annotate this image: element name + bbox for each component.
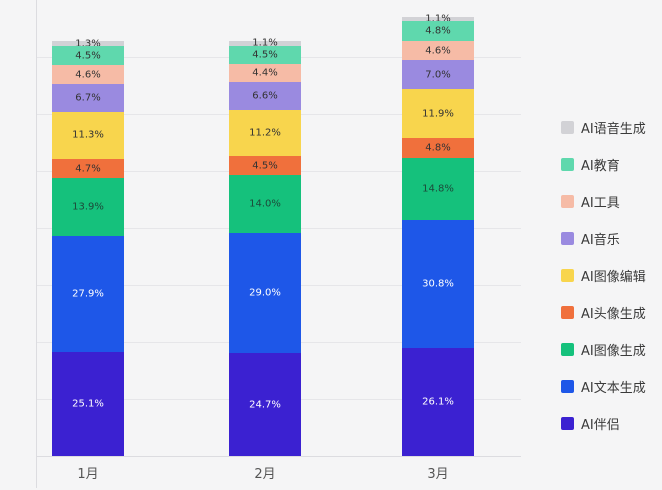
segment-value-label: 26.1% xyxy=(422,396,454,408)
bar-segment[interactable]: 14.0% xyxy=(229,175,301,234)
legend-swatch xyxy=(561,232,574,245)
bar-segment[interactable]: 29.0% xyxy=(229,233,301,354)
legend-label: AI图像编辑 xyxy=(581,270,646,285)
segment-value-label: 11.3% xyxy=(72,129,104,141)
stacked-bar: 1.1% 4.8% 4.6% 7.0% 11.9% 4.8% 14.8% 30.8% 26.1% xyxy=(402,13,474,456)
segment-value-label: 27.9% xyxy=(72,288,104,300)
segment-value-label: 7.0% xyxy=(425,69,451,81)
legend-label: AI教育 xyxy=(581,159,620,174)
bar-segment[interactable]: 4.5% xyxy=(229,45,301,65)
bar-segment[interactable]: 4.8% xyxy=(402,138,474,159)
segment-value-label: 6.6% xyxy=(252,90,278,102)
bar-segment[interactable]: 4.5% xyxy=(52,46,124,66)
bar-segment[interactable]: 6.6% xyxy=(229,82,301,110)
legend-label: AI图像生成 xyxy=(581,344,646,359)
legend-label: AI工具 xyxy=(581,196,620,211)
segment-value-label: 24.7% xyxy=(249,399,281,411)
legend-swatch xyxy=(561,417,574,430)
segment-value-label: 4.8% xyxy=(425,25,451,37)
legend-label: AI语音生成 xyxy=(581,122,646,137)
segment-value-label: 4.7% xyxy=(75,163,101,175)
legend-swatch xyxy=(561,121,574,134)
bar-segment[interactable]: 24.7% xyxy=(229,353,301,456)
legend-item[interactable]: AI工具 xyxy=(561,192,646,211)
segment-value-label: 4.6% xyxy=(75,69,101,81)
y-axis-line xyxy=(36,0,37,488)
legend-swatch xyxy=(561,158,574,171)
bar-segment[interactable]: 11.2% xyxy=(229,109,301,157)
segment-value-label: 4.4% xyxy=(252,67,278,79)
segment-value-label: 4.5% xyxy=(252,49,278,61)
segment-value-label: 14.8% xyxy=(422,183,454,195)
stacked-bar: 1.3% 4.5% 4.6% 6.7% 11.3% 4.7% 13.9% 27.9% 25.1% xyxy=(52,38,124,456)
gridline xyxy=(37,456,521,457)
bar-segment[interactable]: 6.7% xyxy=(52,84,124,112)
segment-value-label: 11.9% xyxy=(422,108,454,120)
bar-segment[interactable]: 4.7% xyxy=(52,158,124,179)
segment-value-label: 13.9% xyxy=(72,201,104,213)
bar-segment[interactable]: 4.4% xyxy=(229,64,301,83)
legend-item[interactable]: AI伴侣 xyxy=(561,414,646,433)
bar-segment[interactable]: 11.9% xyxy=(402,89,474,139)
bar-segment[interactable]: 30.8% xyxy=(402,219,474,348)
legend-label: AI音乐 xyxy=(581,233,620,248)
legend-label: AI头像生成 xyxy=(581,307,646,322)
bar-segment[interactable]: 4.5% xyxy=(229,156,301,175)
bar-segment[interactable]: 26.1% xyxy=(402,347,474,456)
segment-value-label: 30.8% xyxy=(422,278,454,290)
x-axis-label: 1月 xyxy=(77,467,99,482)
segment-value-label: 29.0% xyxy=(249,287,281,299)
stacked-bar: 1.1% 4.5% 4.4% 6.6% 11.2% 4.5% 14.0% 29.0% 24.7% xyxy=(229,38,301,456)
segment-value-label: 4.8% xyxy=(425,142,451,154)
legend-item[interactable]: AI语音生成 xyxy=(561,118,646,137)
segment-value-label: 4.5% xyxy=(252,160,278,172)
legend-item[interactable]: AI文本生成 xyxy=(561,377,646,396)
segment-value-label: 11.2% xyxy=(249,127,281,139)
legend-swatch xyxy=(561,343,574,356)
bar-segment[interactable]: 25.1% xyxy=(52,351,124,456)
bar-segment[interactable]: 27.9% xyxy=(52,236,124,352)
segment-value-label: 14.0% xyxy=(249,198,281,210)
segment-value-label: 25.1% xyxy=(72,398,104,410)
x-axis-label: 3月 xyxy=(427,467,449,482)
bar-segment[interactable]: 7.0% xyxy=(402,60,474,90)
legend-item[interactable]: AI音乐 xyxy=(561,229,646,248)
legend-swatch xyxy=(561,195,574,208)
legend-item[interactable]: AI图像编辑 xyxy=(561,266,646,285)
legend-swatch xyxy=(561,269,574,282)
x-axis-label: 2月 xyxy=(254,467,276,482)
bar-segment[interactable]: 13.9% xyxy=(52,178,124,236)
legend-swatch xyxy=(561,380,574,393)
legend-label: AI文本生成 xyxy=(581,381,646,396)
segment-value-label: 6.7% xyxy=(75,92,101,104)
legend-item[interactable]: AI头像生成 xyxy=(561,303,646,322)
bar-segment[interactable]: 4.6% xyxy=(402,40,474,61)
bar-segment[interactable]: 4.6% xyxy=(52,65,124,85)
segment-value-label: 4.5% xyxy=(75,50,101,62)
bar-segment[interactable]: 14.8% xyxy=(402,158,474,220)
bar-segment[interactable]: 4.8% xyxy=(402,21,474,41)
legend-label: AI伴侣 xyxy=(581,418,620,433)
legend: AI语音生成 AI教育 AI工具 AI音乐 AI图像编辑 AI头像生成 AI图像生成 AI文本… xyxy=(561,118,646,433)
legend-item[interactable]: AI教育 xyxy=(561,155,646,174)
legend-swatch xyxy=(561,306,574,319)
legend-item[interactable]: AI图像生成 xyxy=(561,340,646,359)
bar-segment[interactable]: 11.3% xyxy=(52,111,124,159)
segment-value-label: 4.6% xyxy=(425,45,451,56)
